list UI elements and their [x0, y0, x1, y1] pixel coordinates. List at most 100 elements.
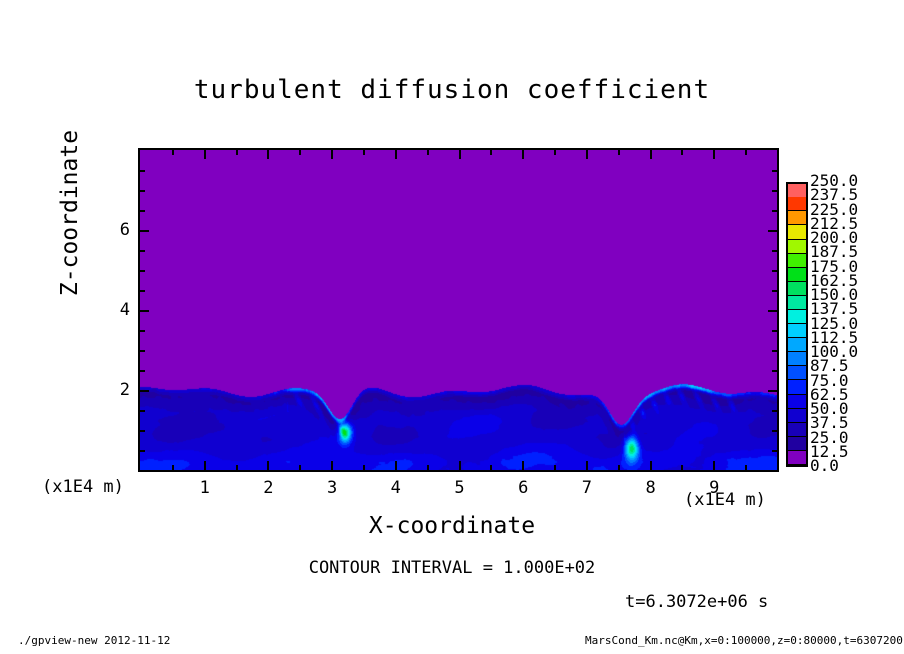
colorbar-band — [788, 295, 806, 310]
y-tick — [140, 390, 149, 392]
colorbar-tick-label: 12.5 — [810, 441, 849, 461]
colorbar-tick-label: 150.0 — [810, 285, 859, 304]
x-tick-label: 3 — [326, 478, 338, 498]
colorbar-tick-label: 162.5 — [810, 270, 859, 290]
y-tick-right — [772, 290, 777, 292]
x-tick-top — [267, 150, 270, 159]
x-tick-label: 6 — [518, 478, 529, 498]
x-tick — [617, 465, 620, 470]
colorbar-band — [788, 197, 806, 212]
x-tick — [171, 465, 174, 470]
x-tick — [681, 465, 684, 470]
x-tick — [713, 461, 716, 470]
x-tick — [585, 461, 588, 470]
colorbar-tick-label: 62.5 — [810, 384, 849, 404]
footer-dataset-label: MarsCond_Km.nc@Km,x=0:100000,z=0:80000,t… — [585, 634, 903, 647]
x-tick — [331, 461, 334, 470]
y-tick-right — [772, 210, 777, 212]
colorbar-tick-label: 225.0 — [810, 199, 859, 219]
x-tick — [394, 461, 397, 470]
x-tick-top — [490, 150, 493, 155]
y-tick-right — [772, 190, 777, 192]
x-axis-title: X-coordinate — [368, 513, 536, 539]
y-tick-right — [772, 430, 777, 432]
x-tick-top — [458, 150, 461, 159]
x-tick — [299, 465, 302, 470]
y-tick — [140, 290, 145, 292]
y-tick — [140, 410, 145, 412]
y-tick — [140, 350, 145, 352]
y-tick — [140, 270, 145, 272]
x-tick — [203, 461, 206, 470]
x-tick-top — [554, 150, 557, 155]
x-axis-unit-label: (x1E4 m) — [684, 490, 766, 510]
x-tick — [235, 465, 238, 470]
colorbar-band — [788, 408, 806, 423]
colorbar-band — [788, 267, 806, 282]
colorbar-tick-label: 187.5 — [810, 242, 859, 262]
x-tick — [554, 465, 557, 470]
y-tick — [140, 370, 145, 372]
colorbar-band — [788, 436, 806, 451]
colorbar: 250.0 237.5 225.0 212.5 200.0 187.5 175.0 162.5… — [786, 173, 858, 474]
x-tick-top — [745, 150, 748, 155]
y-tick — [140, 230, 149, 232]
y-tick — [140, 190, 145, 192]
x-tick — [649, 461, 652, 470]
x-tick-top — [331, 150, 334, 159]
y-tick — [140, 210, 145, 212]
colorbar-band — [788, 211, 806, 226]
colorbar-band — [788, 394, 806, 409]
y-tick-right — [768, 390, 777, 392]
y-tick-right — [772, 350, 777, 352]
contour-interval-label: CONTOUR INTERVAL = 1.000E+02 — [308, 558, 596, 578]
colorbar-band — [788, 422, 806, 437]
x-tick-top — [426, 150, 429, 155]
y-tick — [140, 250, 145, 252]
colorbar-tick-labels: 250.0 237.5 225.0 212.5 200.0 187.5 175.0 162.5… — [810, 171, 880, 474]
colorbar-band — [788, 309, 806, 325]
colorbar-band — [788, 281, 806, 296]
colorbar-band — [788, 380, 806, 395]
x-tick-top — [299, 150, 302, 155]
colorbar-band — [788, 352, 806, 367]
colorbar-tick-label: 87.5 — [810, 356, 849, 376]
x-tick-top — [681, 150, 684, 155]
colorbar-tick-label: 37.5 — [810, 413, 849, 433]
y-tick-right — [768, 310, 777, 312]
colorbar-band — [788, 239, 806, 254]
x-tick-label: 8 — [645, 478, 656, 498]
y-tick-label: 4 — [119, 300, 130, 320]
colorbar-band — [788, 450, 806, 465]
x-tick — [426, 465, 429, 470]
y-tick-right — [772, 250, 777, 252]
y-tick-right — [772, 410, 777, 412]
colorbar-tick-label: 212.5 — [810, 213, 859, 233]
colorbar-tick-label: 100.0 — [810, 342, 859, 361]
x-tick-top — [362, 150, 365, 155]
colorbar-tick-label: 0.0 — [810, 456, 839, 475]
y-tick-right — [772, 330, 777, 332]
x-tick — [522, 461, 525, 470]
colorbar-gradient — [786, 182, 808, 467]
colorbar-tick-label: 112.5 — [810, 327, 859, 347]
colorbar-tick-label: 175.0 — [810, 256, 859, 276]
x-tick-top — [585, 150, 588, 159]
colorbar-tick-label: 137.5 — [810, 299, 859, 319]
colorbar-band — [788, 225, 806, 240]
x-tick-top — [394, 150, 397, 159]
colorbar-band — [788, 324, 806, 339]
x-tick-top — [235, 150, 238, 155]
x-tick — [267, 461, 270, 470]
y-tick-right — [772, 450, 777, 452]
y-tick — [140, 310, 149, 312]
colorbar-band — [788, 184, 806, 198]
colorbar-band — [788, 366, 806, 381]
x-tick-label: 1 — [199, 478, 210, 498]
colorbar-tick-label: 50.0 — [810, 399, 849, 418]
y-tick — [140, 330, 145, 332]
x-tick — [458, 461, 461, 470]
y-tick-label: 2 — [119, 380, 130, 400]
colorbar-tick-label: 250.0 — [810, 171, 859, 190]
plot-area — [138, 148, 779, 472]
